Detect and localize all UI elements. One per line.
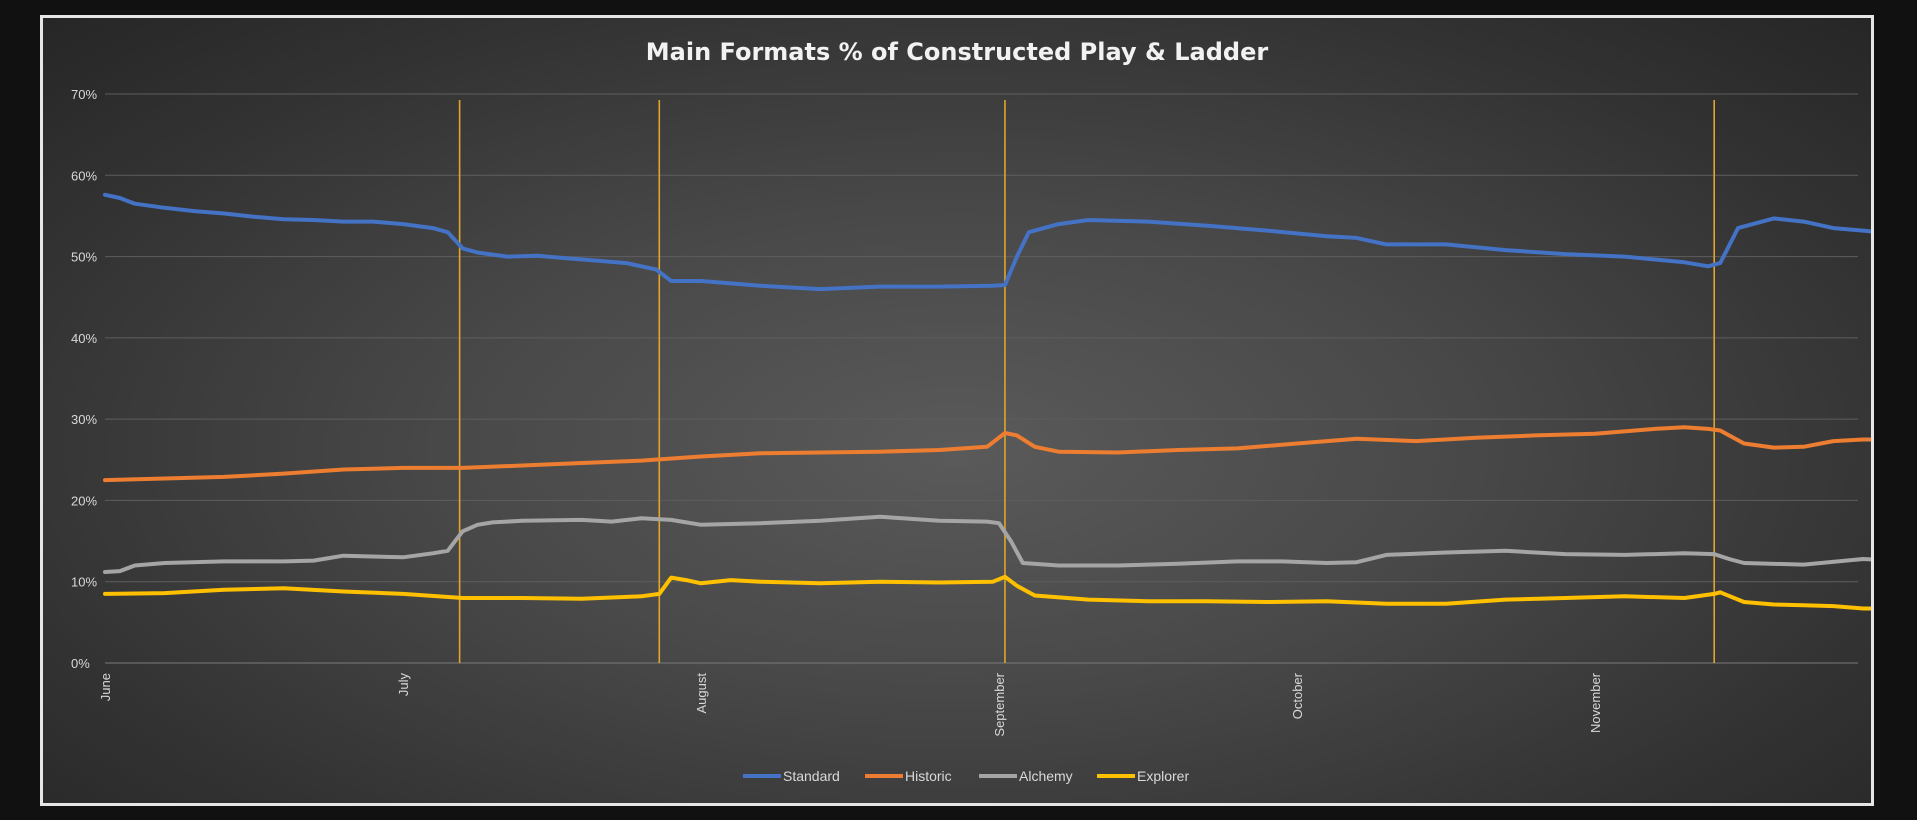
gridlines: [105, 93, 1858, 664]
legend-item-historic: Historic: [865, 768, 952, 784]
legend-item-alchemy: Alchemy: [979, 768, 1073, 784]
y-tick-label: 30%: [71, 412, 97, 427]
legend: Standard Historic Alchemy Explorer: [743, 768, 1189, 784]
y-tick-label: 70%: [71, 87, 97, 102]
y-tick-label: 0%: [71, 656, 90, 671]
x-axis: June July August September October November: [98, 672, 1603, 736]
legend-label: Alchemy: [1019, 768, 1073, 784]
y-tick-label: 60%: [71, 168, 97, 183]
y-axis: 0% 10% 20% 30% 40% 50% 60% 70%: [71, 87, 97, 671]
chart-title: Main Formats % of Constructed Play & Lad…: [646, 38, 1269, 66]
chart-frame: Main Formats % of Constructed Play & Lad…: [40, 15, 1874, 806]
y-tick-label: 50%: [71, 250, 97, 265]
series-line-explorer: [103, 574, 1871, 611]
y-tick-label: 20%: [71, 493, 97, 508]
series-line-standard: [103, 192, 1871, 292]
series-line-alchemy: [103, 514, 1871, 574]
x-tick-label-june: June: [98, 673, 113, 701]
x-tick-label-july: July: [396, 673, 411, 697]
legend-label: Standard: [783, 768, 840, 784]
x-tick-label-august: August: [694, 673, 709, 714]
legend-item-explorer: Explorer: [1097, 768, 1189, 784]
x-tick-label-october: October: [1290, 672, 1305, 719]
series-lines: [103, 192, 1871, 611]
legend-label: Historic: [905, 768, 952, 784]
line-chart: Main Formats % of Constructed Play & Lad…: [71, 38, 1871, 784]
y-tick-label: 40%: [71, 331, 97, 346]
y-tick-label: 10%: [71, 575, 97, 590]
event-lines: [458, 100, 1715, 663]
legend-label: Explorer: [1137, 768, 1189, 784]
x-tick-label-september: September: [992, 672, 1007, 736]
x-tick-label-november: November: [1588, 672, 1603, 733]
legend-item-standard: Standard: [743, 768, 840, 784]
series-line-historic: [103, 425, 1871, 483]
